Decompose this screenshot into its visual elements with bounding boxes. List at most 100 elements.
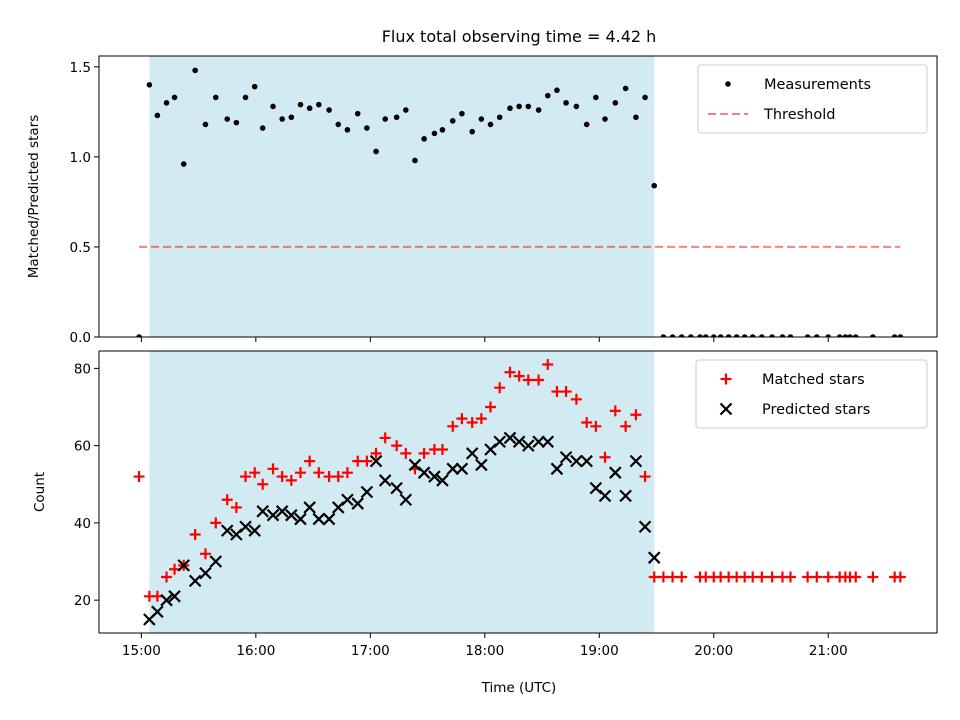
data-point bbox=[251, 83, 258, 90]
data-point bbox=[533, 374, 545, 386]
data-point bbox=[769, 334, 775, 337]
data-point bbox=[651, 182, 658, 189]
data-point bbox=[804, 334, 811, 337]
data-point bbox=[787, 334, 794, 337]
data-point bbox=[525, 103, 532, 110]
y-tick-label: 80 bbox=[74, 361, 91, 377]
data-point bbox=[446, 462, 460, 476]
data-point bbox=[725, 334, 732, 337]
data-point bbox=[749, 334, 756, 337]
data-point bbox=[570, 454, 583, 468]
data-point bbox=[146, 82, 153, 88]
data-point bbox=[493, 435, 506, 449]
data-point bbox=[542, 359, 554, 371]
data-point bbox=[313, 467, 325, 479]
data-point bbox=[513, 370, 525, 382]
data-point bbox=[811, 571, 823, 583]
data-point bbox=[487, 121, 494, 128]
axes-frame bbox=[98, 350, 938, 634]
legend-marker bbox=[719, 402, 733, 416]
data-point bbox=[622, 85, 629, 92]
bottom-panel: 20 40 60 80 15:00 16:00 17:00 18:00 19:00 20:00 21… bbox=[74, 350, 938, 659]
data-point bbox=[294, 467, 306, 479]
x-tick-label: 16:00 bbox=[236, 643, 275, 659]
x-tick-label: 17:00 bbox=[351, 643, 390, 659]
data-point bbox=[417, 466, 431, 479]
data-point bbox=[897, 334, 904, 337]
data-point bbox=[364, 125, 370, 131]
data-point bbox=[609, 466, 622, 479]
data-point bbox=[230, 501, 242, 513]
data-point bbox=[257, 478, 269, 490]
x-axis-label: Time (UTC) bbox=[481, 680, 557, 696]
data-point bbox=[580, 454, 593, 468]
legend-label: Matched stars bbox=[762, 372, 865, 388]
data-point bbox=[180, 161, 187, 167]
data-point bbox=[852, 334, 859, 337]
data-point bbox=[199, 548, 211, 560]
data-point bbox=[629, 454, 643, 468]
data-point bbox=[702, 334, 709, 337]
data-point bbox=[593, 94, 599, 101]
data-point bbox=[669, 334, 676, 337]
data-point bbox=[344, 127, 351, 133]
data-point bbox=[233, 119, 240, 126]
plot-area bbox=[136, 67, 904, 337]
data-point bbox=[393, 114, 400, 121]
data-point bbox=[642, 94, 648, 101]
data-point bbox=[297, 101, 304, 108]
x-tick-label: 19:00 bbox=[580, 643, 619, 659]
data-point bbox=[188, 574, 202, 588]
data-point bbox=[256, 505, 269, 518]
series-predicted-stars bbox=[143, 431, 661, 626]
data-point bbox=[304, 455, 316, 467]
data-point bbox=[306, 105, 313, 112]
data-point bbox=[240, 471, 252, 483]
data-point bbox=[361, 455, 373, 467]
data-point bbox=[766, 571, 778, 583]
data-point bbox=[836, 334, 843, 337]
data-point bbox=[154, 112, 161, 119]
data-point bbox=[676, 571, 688, 583]
data-point bbox=[428, 470, 441, 483]
data-point bbox=[717, 334, 724, 337]
data-point bbox=[894, 571, 906, 583]
data-point bbox=[199, 566, 212, 580]
bottom-y-axis-label: Count bbox=[32, 472, 48, 512]
data-point bbox=[192, 67, 198, 74]
data-point bbox=[161, 571, 173, 583]
data-point bbox=[710, 334, 717, 337]
data-point bbox=[825, 334, 832, 337]
series-matched-stars bbox=[133, 359, 906, 602]
data-point bbox=[590, 420, 602, 432]
data-point bbox=[697, 334, 703, 337]
data-point bbox=[221, 494, 233, 506]
data-point bbox=[449, 118, 456, 124]
legend: Measurements Threshold bbox=[697, 64, 928, 134]
data-point bbox=[303, 501, 316, 514]
data-point bbox=[249, 467, 261, 479]
data-point bbox=[275, 505, 289, 518]
data-point bbox=[399, 493, 413, 507]
data-point bbox=[209, 555, 223, 568]
observing-span bbox=[149, 56, 655, 337]
data-point bbox=[485, 401, 497, 413]
legend-marker bbox=[720, 373, 732, 385]
data-point bbox=[570, 393, 582, 405]
data-point bbox=[573, 103, 580, 110]
data-point bbox=[496, 114, 503, 121]
axes-frame bbox=[98, 55, 938, 338]
data-point bbox=[475, 458, 488, 472]
legend-label: Threshold bbox=[763, 107, 835, 123]
y-tick-label: 60 bbox=[74, 439, 91, 455]
legend-label: Predicted stars bbox=[762, 402, 870, 418]
data-point bbox=[633, 114, 639, 121]
data-point bbox=[522, 439, 535, 452]
data-point bbox=[822, 571, 834, 583]
data-point bbox=[168, 590, 181, 603]
data-point bbox=[688, 334, 694, 337]
x-tick-label: 21:00 bbox=[809, 643, 848, 659]
data-point bbox=[630, 409, 642, 421]
chart-title: Flux total observing time = 4.42 h bbox=[382, 27, 657, 46]
data-point bbox=[612, 100, 619, 106]
